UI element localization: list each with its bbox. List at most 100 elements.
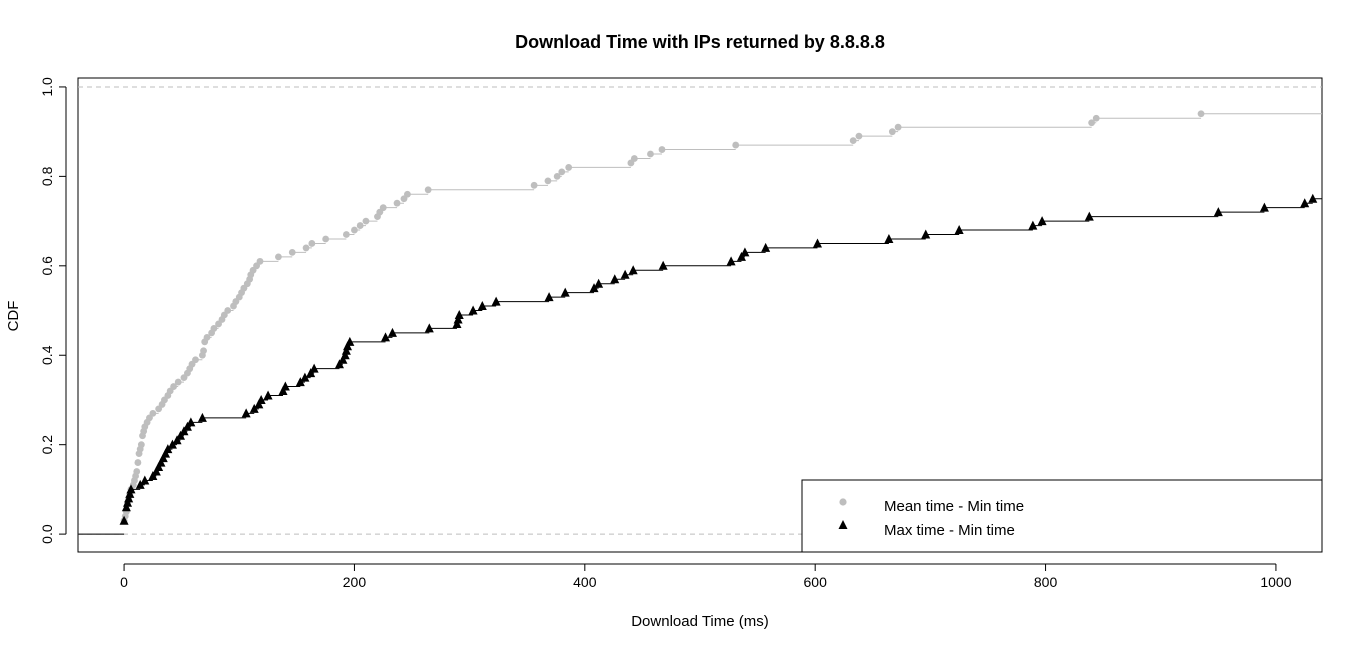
data-point-circle xyxy=(732,141,740,149)
data-point-circle xyxy=(308,240,316,247)
data-point-triangle xyxy=(345,336,355,346)
data-point-triangle xyxy=(295,377,305,387)
data-point-triangle xyxy=(454,310,464,319)
data-point-triangle xyxy=(424,323,434,333)
data-point-triangle xyxy=(658,260,668,270)
y-tick-label: 0.2 xyxy=(39,435,55,455)
data-point-triangle xyxy=(241,408,251,418)
data-point-circle xyxy=(342,231,350,238)
data-point-circle xyxy=(553,172,561,180)
data-point-circle xyxy=(544,177,552,185)
data-point-triangle xyxy=(610,274,620,284)
data-point-circle xyxy=(322,235,330,243)
data-point-triangle xyxy=(300,372,310,382)
data-point-circle xyxy=(137,441,145,449)
data-point-circle xyxy=(558,168,566,176)
data-point-circle xyxy=(200,347,207,355)
plot-frame xyxy=(77,77,1323,553)
legend: Mean time - Min time Max time - Min time xyxy=(801,479,1323,553)
x-tick-label: 600 xyxy=(804,574,828,590)
legend-label-max: Max time - Min time xyxy=(884,522,1015,539)
data-point-triangle xyxy=(135,479,145,489)
series-layer xyxy=(78,110,1322,535)
data-point-triangle xyxy=(197,412,207,422)
y-axis-label: CDF xyxy=(5,301,22,332)
y-tick-label: 0.8 xyxy=(39,166,55,186)
data-point-circle xyxy=(362,217,370,225)
data-point-triangle xyxy=(263,390,273,400)
data-point-triangle xyxy=(884,233,894,243)
data-point-circle xyxy=(203,333,211,341)
y-tick-label: 0.6 xyxy=(39,256,55,276)
data-point-triangle xyxy=(761,242,771,252)
data-point-circle xyxy=(174,378,182,386)
y-tick-label: 0.4 xyxy=(39,345,55,365)
data-point-circle xyxy=(1088,119,1096,127)
data-point-triangle xyxy=(1300,198,1310,208)
data-point-triangle xyxy=(812,238,822,248)
data-point-circle xyxy=(356,222,364,229)
legend-marker-circle xyxy=(839,498,847,506)
x-tick-label: 1000 xyxy=(1260,574,1291,590)
data-point-circle xyxy=(256,257,264,265)
data-point-triangle xyxy=(1259,202,1269,212)
data-point-triangle xyxy=(954,225,964,235)
data-point-triangle xyxy=(249,403,259,413)
data-point-triangle xyxy=(1308,193,1318,203)
data-point-circle xyxy=(379,204,387,212)
data-point-circle xyxy=(658,146,666,153)
data-point-circle xyxy=(224,307,232,314)
data-point-triangle xyxy=(381,332,391,342)
data-point-triangle xyxy=(163,444,173,454)
data-point-circle xyxy=(192,356,199,364)
data-point-triangle xyxy=(589,283,599,293)
data-point-triangle xyxy=(620,269,630,279)
legend-marker-triangle xyxy=(838,520,848,529)
data-point-circle xyxy=(288,248,296,256)
series-step-line xyxy=(78,113,1322,535)
data-point-triangle xyxy=(167,439,177,449)
data-point-triangle xyxy=(1028,220,1038,230)
data-point-circle xyxy=(1092,114,1100,122)
data-point-circle xyxy=(149,409,157,417)
data-point-circle xyxy=(424,186,432,194)
x-tick-label: 200 xyxy=(343,574,367,590)
y-tick-label: 0.0 xyxy=(39,524,55,544)
data-point-triangle xyxy=(726,256,736,266)
data-point-triangle xyxy=(387,327,397,337)
data-point-circle xyxy=(275,253,282,261)
data-point-circle xyxy=(647,150,654,158)
x-tick-label: 800 xyxy=(1034,574,1058,590)
y-tick-label: 1.0 xyxy=(39,77,55,97)
data-point-triangle xyxy=(477,301,487,311)
data-point-triangle xyxy=(1037,216,1047,226)
data-point-triangle xyxy=(119,515,129,525)
data-point-circle xyxy=(530,181,538,189)
data-point-circle xyxy=(630,155,638,162)
data-point-circle xyxy=(888,128,896,136)
legend-box xyxy=(801,479,1323,553)
data-point-circle xyxy=(134,459,142,466)
data-point-circle xyxy=(404,190,411,198)
data-point-circle xyxy=(133,468,141,475)
x-axis-label: Download Time (ms) xyxy=(631,613,769,630)
data-point-triangle xyxy=(140,475,150,485)
data-point-circle xyxy=(302,244,310,252)
data-point-circle xyxy=(849,137,857,145)
data-point-triangle xyxy=(309,363,319,373)
data-point-circle xyxy=(894,123,902,131)
data-point-circle xyxy=(393,199,401,207)
data-point-circle xyxy=(1197,110,1205,118)
data-point-triangle xyxy=(594,278,604,288)
chart-title: Download Time with IPs returned by 8.8.8… xyxy=(515,32,885,52)
legend-label-mean: Mean time - Min time xyxy=(884,498,1024,515)
data-point-circle xyxy=(170,383,178,390)
data-point-triangle xyxy=(560,287,570,297)
x-tick-label: 400 xyxy=(573,574,597,590)
x-tick-label: 0 xyxy=(120,574,128,590)
data-point-triangle xyxy=(186,417,196,427)
data-point-triangle xyxy=(740,247,750,257)
data-point-circle xyxy=(351,226,358,234)
data-point-triangle xyxy=(491,296,501,306)
x-axis: 0 200 400 600 800 1000 xyxy=(120,563,1292,590)
